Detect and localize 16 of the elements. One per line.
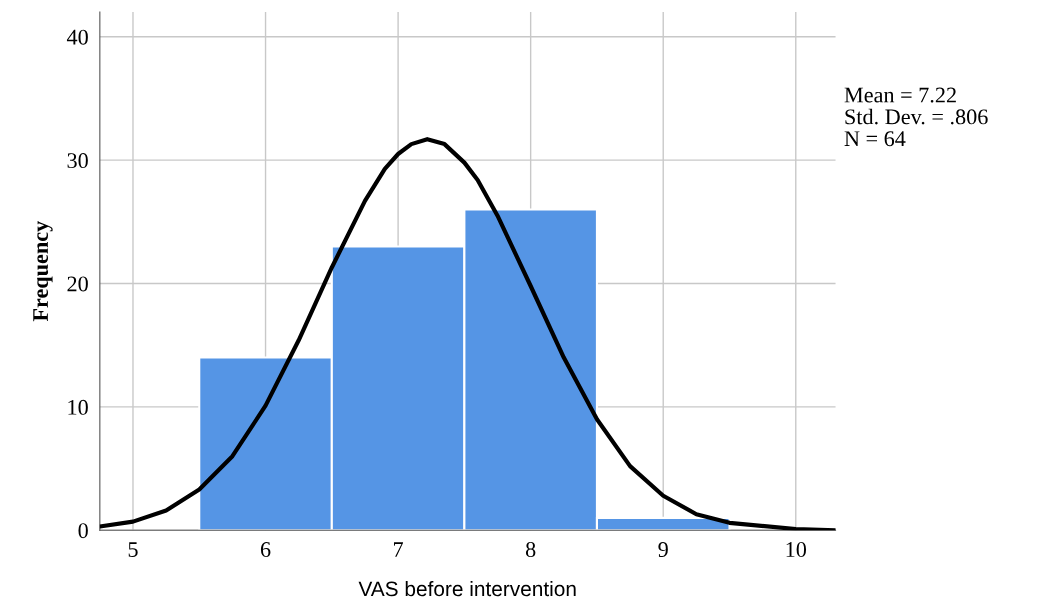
x-tick-label: 5 <box>128 542 138 557</box>
x-tick-label: 6 <box>260 542 271 557</box>
text: N = 64 <box>844 131 906 147</box>
y-tick-label: 0 <box>78 523 88 539</box>
x-tick-label: 7 <box>394 542 404 557</box>
x-axis-title: VAS before intervention <box>358 580 576 597</box>
y-tick-label: 20 <box>67 276 88 292</box>
y-tick-label: 10 <box>68 399 88 415</box>
text: Mean = 7.22 <box>844 87 956 103</box>
x-tick-label: 9 <box>658 542 668 557</box>
y-tick-label: 40 <box>66 29 88 45</box>
text: Std. Dev. = .806 <box>845 108 988 125</box>
y-tick-label: 30 <box>67 153 88 169</box>
x-tick-label: 8 <box>525 542 536 557</box>
x-tick-label: 10 <box>786 542 807 557</box>
y-axis-title: Frequency <box>33 220 53 322</box>
